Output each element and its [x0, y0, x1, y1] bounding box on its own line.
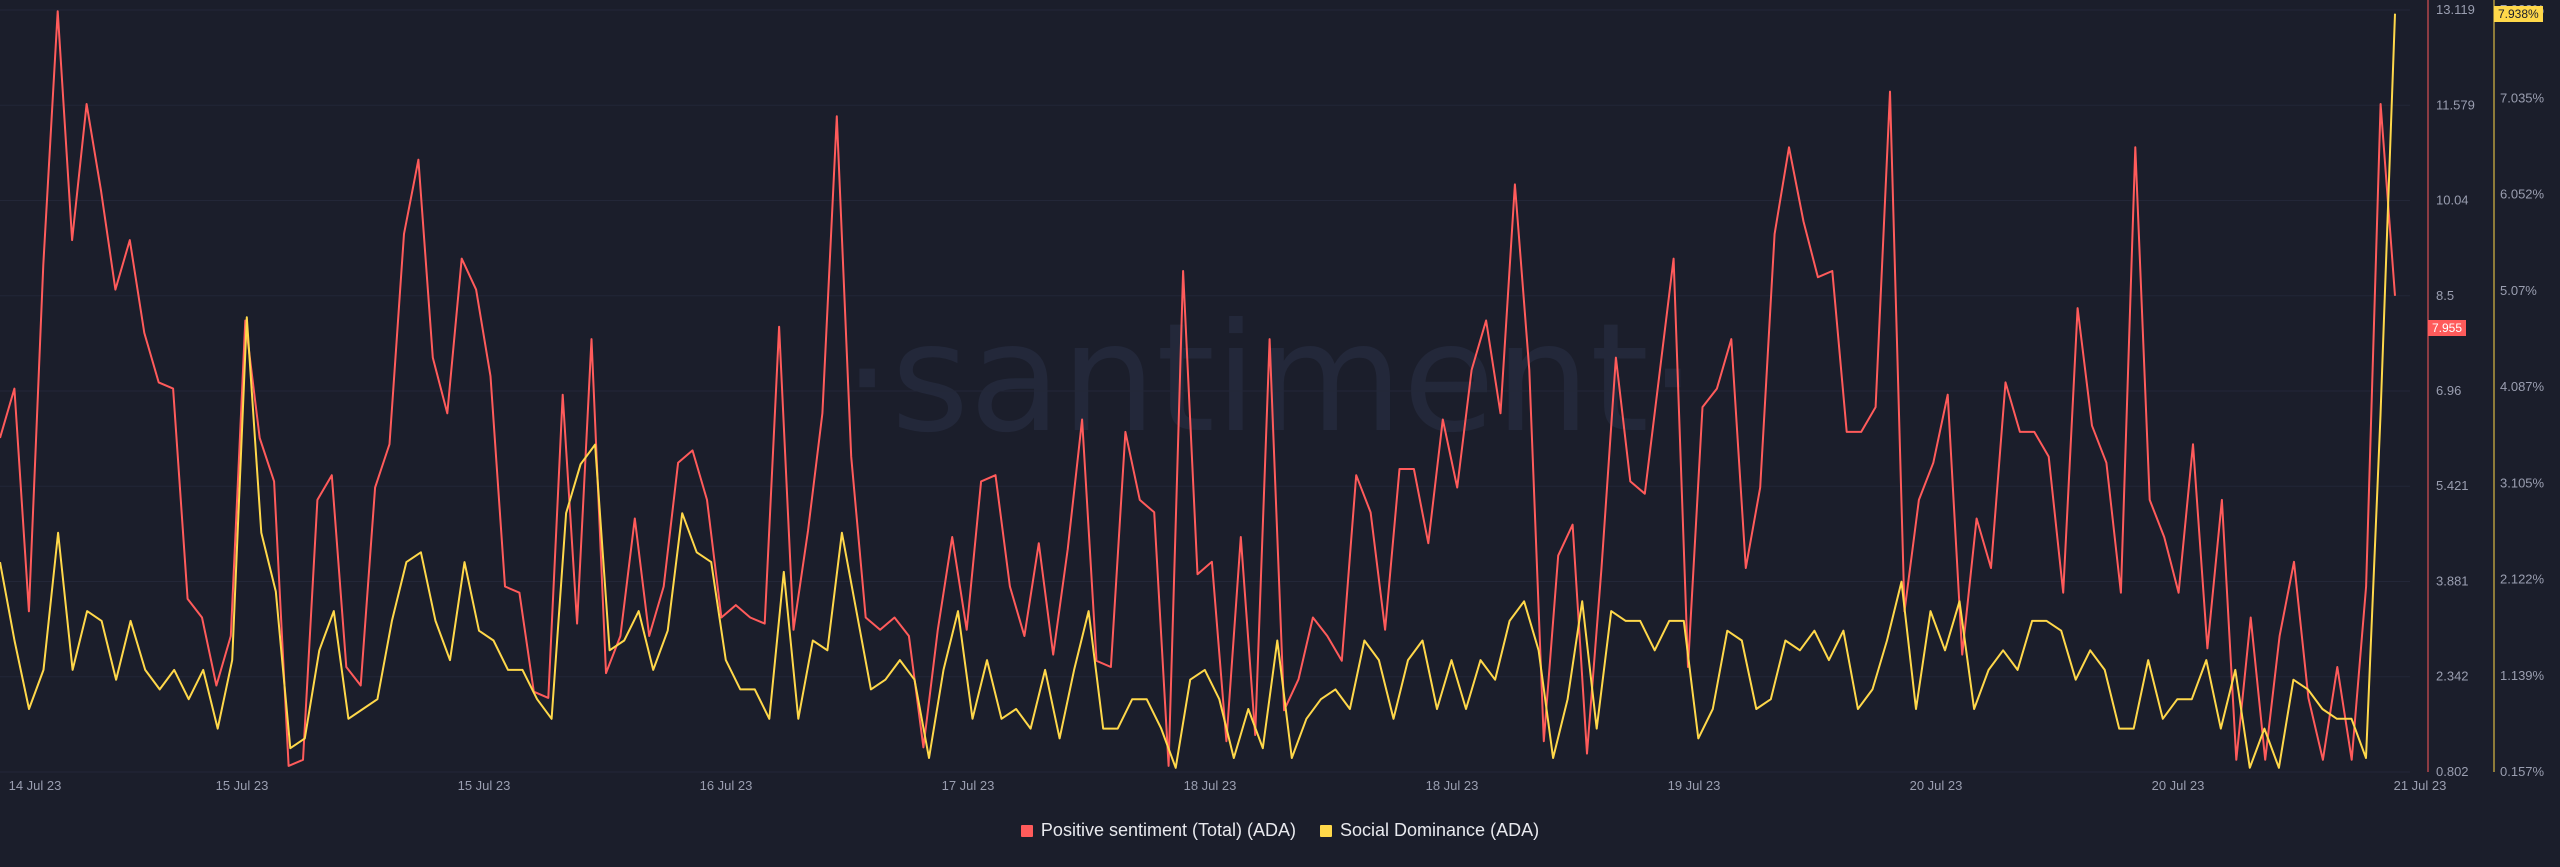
legend-swatch-sentiment	[1020, 824, 1033, 837]
x-tick-label: 18 Jul 23	[1426, 778, 1479, 793]
plot-area[interactable]	[0, 10, 2396, 769]
legend-swatch-dominance	[1320, 824, 1332, 837]
last-value-dominance: 7.938%	[2494, 6, 2543, 22]
legend: Positive sentiment (Total) (ADA) Social …	[0, 820, 2560, 841]
y-right-tick-label: 3.105%	[2500, 475, 2545, 490]
x-tick-label: 15 Jul 23	[216, 778, 269, 793]
legend-item-dominance[interactable]: Social Dominance (ADA)	[1320, 820, 1539, 841]
y-left-tick-label: 5.421	[2436, 478, 2469, 493]
y-right-tick-label: 5.07%	[2500, 283, 2537, 298]
y-right-tick-label: 4.087%	[2500, 379, 2545, 394]
x-tick-label: 17 Jul 23	[942, 778, 995, 793]
legend-item-sentiment[interactable]: Positive sentiment (Total) (ADA)	[1020, 820, 1296, 841]
series-line-dominance[interactable]	[0, 13, 2396, 769]
x-tick-label: 16 Jul 23	[700, 778, 753, 793]
y-left-tick-label: 3.881	[2436, 574, 2469, 589]
y-right-tick-label: 2.122%	[2500, 572, 2545, 587]
y-right-tick-label: 0.157%	[2500, 764, 2545, 779]
x-tick-label: 14 Jul 23	[9, 778, 62, 793]
x-tick-label: 20 Jul 23	[1910, 778, 1963, 793]
x-tick-label: 19 Jul 23	[1668, 778, 1721, 793]
x-tick-label: 20 Jul 23	[2152, 778, 2205, 793]
x-tick-label: 21 Jul 23	[2394, 778, 2447, 793]
y-left-tick-label: 11.579	[2436, 97, 2475, 112]
y-left-tick-label: 8.5	[2436, 288, 2454, 303]
legend-label-sentiment: Positive sentiment (Total) (ADA)	[1040, 820, 1296, 840]
y-left-tick-label: 10.04	[2436, 192, 2469, 207]
x-tick-label: 15 Jul 23	[458, 778, 511, 793]
x-tick-label: 18 Jul 23	[1184, 778, 1237, 793]
series-line-sentiment[interactable]	[0, 10, 2396, 767]
last-value-sentiment: 7.955	[2428, 320, 2467, 336]
y-left-tick-label: 0.802	[2436, 764, 2469, 779]
y-right-tick-label: 6.052%	[2500, 187, 2545, 202]
y-left-tick-label: 13.119	[2436, 2, 2475, 17]
x-axis: 14 Jul 23 15 Jul 23 15 Jul 23 16 Jul 23 17 J…	[9, 778, 2447, 793]
watermark: ·santiment·	[843, 292, 1696, 466]
y-right-tick-label: 1.139%	[2500, 668, 2545, 683]
y-left-tick-label: 6.96	[2436, 383, 2461, 398]
legend-label-dominance: Social Dominance (ADA)	[1340, 820, 1540, 840]
y-axis-left: 13.119 11.579 10.04 8.5 6.96 5.421 3.881 2.342 0…	[2436, 2, 2475, 779]
y-axis-right: 7.938%7.035%6.052%5.07%4.087%3.105%2.122…	[2500, 2, 2545, 779]
y-left-tick-label: 2.342	[2436, 669, 2469, 684]
y-right-tick-label: 7.035%	[2500, 90, 2545, 105]
